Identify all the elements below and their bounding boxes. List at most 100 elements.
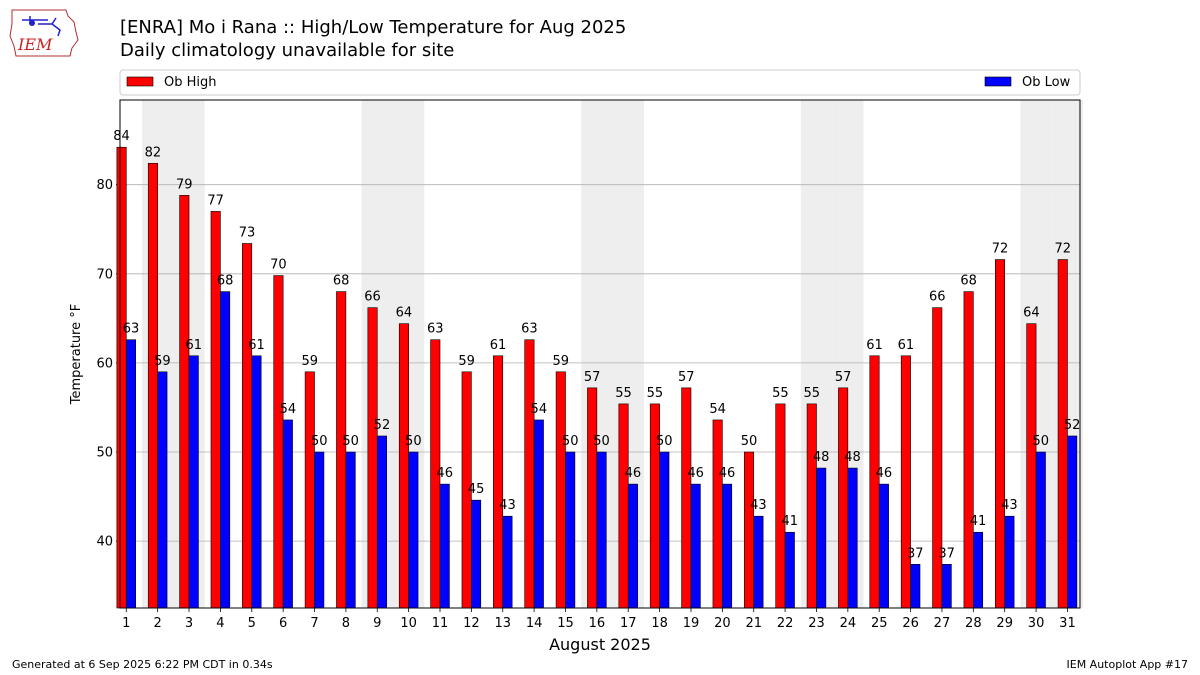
low-value-label: 46 <box>687 466 704 481</box>
low-value-label: 50 <box>593 434 610 449</box>
high-value-label: 63 <box>427 322 444 337</box>
low-value-label: 50 <box>311 434 328 449</box>
high-bar <box>1026 323 1037 609</box>
low-bar <box>1035 451 1046 609</box>
high-value-label: 61 <box>898 338 915 353</box>
low-bar <box>847 467 858 609</box>
x-tick-label: 16 <box>589 616 606 631</box>
low-value-label: 54 <box>531 402 548 417</box>
low-bar <box>659 451 670 609</box>
low-value-label: 37 <box>907 546 924 561</box>
low-bar <box>314 451 325 609</box>
legend-box <box>119 69 1081 96</box>
iem-logo: IEM <box>9 9 79 57</box>
low-value-label: 50 <box>562 434 579 449</box>
low-value-label: 46 <box>876 466 893 481</box>
low-bar <box>188 355 199 609</box>
low-value-label: 59 <box>154 354 171 369</box>
low-value-label: 45 <box>468 482 485 497</box>
high-value-label: 57 <box>678 370 695 385</box>
low-value-label: 50 <box>405 434 422 449</box>
high-value-label: 68 <box>960 274 977 289</box>
low-bar <box>753 515 764 609</box>
x-tick-label: 12 <box>463 616 480 631</box>
low-bar <box>345 451 356 609</box>
low-value-label: 46 <box>719 466 736 481</box>
y-tick-label: 50 <box>96 446 113 461</box>
high-value-label: 70 <box>270 258 287 273</box>
low-bar <box>784 531 795 609</box>
low-value-label: 50 <box>656 434 673 449</box>
low-bar <box>502 515 513 609</box>
x-tick-label: 3 <box>185 616 193 631</box>
low-bar <box>376 435 387 609</box>
high-bar <box>147 162 158 609</box>
low-value-label: 43 <box>499 498 516 513</box>
low-value-label: 43 <box>1001 498 1018 513</box>
low-bar <box>627 483 638 609</box>
y-tick-label: 70 <box>96 267 113 282</box>
low-value-label: 52 <box>1064 418 1081 433</box>
high-value-label: 57 <box>835 370 852 385</box>
x-tick-label: 27 <box>934 616 951 631</box>
low-bar <box>439 483 450 609</box>
high-value-label: 61 <box>866 338 883 353</box>
high-value-label: 50 <box>741 434 758 449</box>
high-value-label: 68 <box>333 274 350 289</box>
high-bar <box>618 403 629 609</box>
high-bar <box>273 275 284 609</box>
high-value-label: 64 <box>1023 306 1040 321</box>
high-value-label: 63 <box>521 322 538 337</box>
low-value-label: 68 <box>217 274 234 289</box>
low-bar <box>471 499 482 609</box>
high-bar <box>932 307 943 609</box>
x-axis-label: August 2025 <box>549 635 651 654</box>
high-bar <box>681 387 692 609</box>
legend-label-high: Ob High <box>164 75 217 90</box>
high-bar <box>116 146 127 609</box>
high-bar <box>242 243 253 609</box>
y-tick-label: 40 <box>96 535 113 550</box>
high-bar <box>555 371 566 609</box>
high-bar <box>587 387 598 609</box>
high-value-label: 84 <box>113 129 130 144</box>
low-value-label: 61 <box>185 338 202 353</box>
x-tick-label: 1 <box>122 616 130 631</box>
high-bar <box>806 403 817 609</box>
low-value-label: 46 <box>625 466 642 481</box>
low-bar <box>157 371 168 609</box>
high-value-label: 61 <box>490 338 507 353</box>
x-tick-label: 5 <box>248 616 256 631</box>
high-bar <box>179 195 190 609</box>
low-bar <box>565 451 576 609</box>
high-value-label: 72 <box>992 242 1009 257</box>
x-tick-label: 19 <box>683 616 700 631</box>
high-value-label: 55 <box>772 386 789 401</box>
autoplot-app-label: IEM Autoplot App #17 <box>1066 658 1189 671</box>
high-bar <box>493 355 504 609</box>
high-value-label: 66 <box>364 290 381 305</box>
low-bar <box>596 451 607 609</box>
low-bar <box>125 339 136 609</box>
plot-frame <box>119 99 1081 609</box>
x-tick-label: 10 <box>400 616 417 631</box>
high-bar <box>775 403 786 609</box>
high-bar <box>744 451 755 609</box>
x-tick-label: 4 <box>216 616 224 631</box>
high-bar <box>398 323 409 609</box>
low-value-label: 48 <box>844 450 861 465</box>
low-value-label: 43 <box>750 498 767 513</box>
x-tick-label: 2 <box>154 616 162 631</box>
x-tick-label: 17 <box>620 616 637 631</box>
high-bar <box>367 307 378 609</box>
svg-text:IEM: IEM <box>17 35 53 54</box>
x-tick-label: 7 <box>310 616 318 631</box>
high-bar <box>336 291 347 609</box>
x-tick-label: 8 <box>342 616 350 631</box>
high-value-label: 77 <box>207 193 224 208</box>
x-tick-label: 31 <box>1059 616 1076 631</box>
x-tick-label: 24 <box>840 616 857 631</box>
low-value-label: 61 <box>248 338 265 353</box>
low-value-label: 41 <box>970 514 987 529</box>
